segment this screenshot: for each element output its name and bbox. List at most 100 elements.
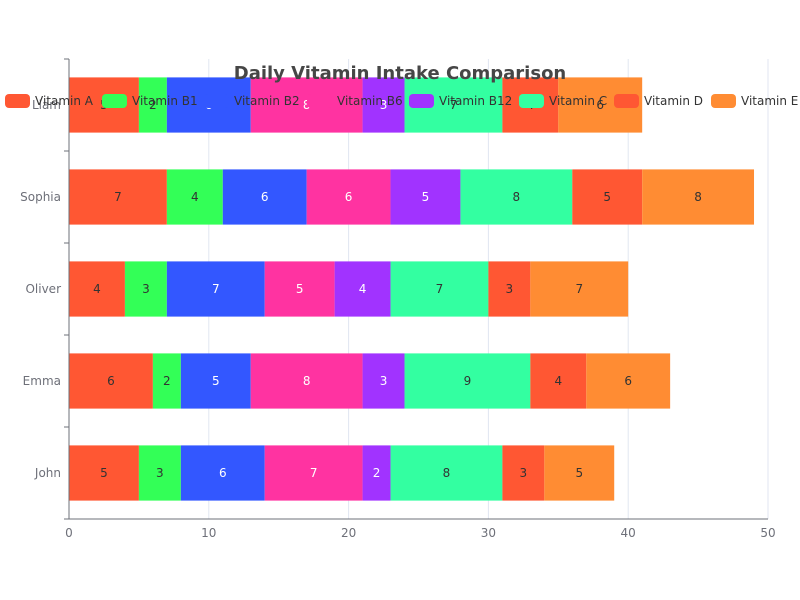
bar-value-label: 5 bbox=[422, 190, 430, 204]
bar-value-label: 7 bbox=[310, 466, 318, 480]
legend-label[interactable]: Vitamin B2 bbox=[234, 94, 300, 108]
bar-segment bbox=[404, 353, 531, 409]
bar-value-label: 4 bbox=[191, 190, 199, 204]
bar-segment bbox=[250, 353, 363, 409]
bar-value-label: 8 bbox=[694, 190, 702, 204]
bar-segment bbox=[390, 261, 489, 317]
x-tick-label: 20 bbox=[341, 526, 356, 540]
bar-value-label: 5 bbox=[603, 190, 611, 204]
x-tick-label: 0 bbox=[65, 526, 73, 540]
legend-label[interactable]: Vitamin D bbox=[644, 94, 703, 108]
bar-value-label: 4 bbox=[554, 374, 562, 388]
bar-value-label: 3 bbox=[506, 282, 514, 296]
legend-swatch[interactable] bbox=[307, 94, 332, 108]
bar-value-label: 4 bbox=[359, 282, 367, 296]
bar-value-label: 6 bbox=[219, 466, 227, 480]
bar-segment bbox=[166, 261, 265, 317]
bar-segment bbox=[572, 169, 643, 225]
bar-segment bbox=[69, 445, 139, 501]
y-category-label: Emma bbox=[23, 374, 61, 388]
y-category-label: Sophia bbox=[20, 190, 61, 204]
x-tick-label: 50 bbox=[760, 526, 775, 540]
bar-value-label: 3 bbox=[380, 98, 388, 112]
bar-segment bbox=[222, 169, 307, 225]
legend-label[interactable]: Vitamin B1 bbox=[132, 94, 198, 108]
x-tick-label: 10 bbox=[201, 526, 216, 540]
bar-segment bbox=[264, 445, 363, 501]
bar-value-label: 6 bbox=[261, 190, 269, 204]
bar-segment bbox=[488, 261, 531, 317]
bar-value-label: 6 bbox=[596, 98, 604, 112]
chart-title: Daily Vitamin Intake Comparison bbox=[234, 63, 567, 84]
bar-segment bbox=[460, 169, 573, 225]
bars: 5367283562583946437547377466585852683746 bbox=[69, 77, 755, 501]
bar-value-label: 6 bbox=[107, 374, 115, 388]
bar-segment bbox=[264, 261, 335, 317]
bar-value-label: 3 bbox=[156, 466, 164, 480]
bar-value-label: 8 bbox=[303, 98, 311, 112]
y-category-label: Oliver bbox=[25, 282, 61, 296]
bar-value-label: 2 bbox=[373, 466, 381, 480]
legend-swatch[interactable] bbox=[204, 94, 229, 108]
bar-segment bbox=[642, 169, 755, 225]
bar-value-label: 8 bbox=[513, 190, 521, 204]
legend-swatch[interactable] bbox=[5, 94, 30, 108]
legend-label[interactable]: Vitamin B12 bbox=[439, 94, 512, 108]
bar-segment bbox=[362, 353, 405, 409]
bar-value-label: 5 bbox=[296, 282, 304, 296]
y-category-label: John bbox=[34, 466, 61, 480]
bar-value-label: 8 bbox=[443, 466, 451, 480]
legend-swatch[interactable] bbox=[711, 94, 736, 108]
bar-segment bbox=[69, 261, 125, 317]
bar-value-label: 7 bbox=[114, 190, 122, 204]
bar-segment bbox=[334, 261, 391, 317]
bar-segment bbox=[502, 445, 545, 501]
bar-segment bbox=[530, 353, 587, 409]
bar-segment bbox=[544, 445, 615, 501]
bar-segment bbox=[586, 353, 671, 409]
bar-value-label: 3 bbox=[520, 466, 528, 480]
legend-swatch[interactable] bbox=[519, 94, 544, 108]
bar-segment bbox=[138, 77, 167, 133]
bar-segment bbox=[362, 445, 391, 501]
bar-value-label: 7 bbox=[575, 282, 583, 296]
axes: 0 10 20 30 40 50 John Emma Oliver Sophia Liam bbox=[20, 58, 776, 540]
legend-swatch[interactable] bbox=[409, 94, 434, 108]
bar-value-label: 7 bbox=[436, 282, 444, 296]
bar-value-label: 3 bbox=[142, 282, 150, 296]
bar-value-label: 7 bbox=[450, 98, 458, 112]
y-category-label: Liam bbox=[32, 98, 61, 112]
bar-segment bbox=[69, 169, 167, 225]
bar-segment bbox=[69, 353, 153, 409]
bar-value-label: 8 bbox=[303, 374, 311, 388]
legend-label[interactable]: Vitamin E bbox=[741, 94, 798, 108]
bar-value-label: 6 bbox=[624, 374, 632, 388]
bar-segment bbox=[390, 445, 503, 501]
legend-label[interactable]: Vitamin C bbox=[549, 94, 607, 108]
bar-segment bbox=[152, 353, 181, 409]
bar-value-label: 5 bbox=[100, 466, 108, 480]
bar-value-label: 4 bbox=[93, 282, 101, 296]
legend-label[interactable]: Vitamin A bbox=[35, 94, 94, 108]
legend-label[interactable]: Vitamin B6 bbox=[337, 94, 403, 108]
bar-segment bbox=[306, 169, 391, 225]
bar-value-label: 2 bbox=[149, 98, 157, 112]
bar-segment bbox=[180, 353, 251, 409]
bar-value-label: 5 bbox=[212, 374, 220, 388]
bar-segment bbox=[180, 445, 265, 501]
legend-swatch[interactable] bbox=[102, 94, 127, 108]
bar-segment bbox=[124, 261, 167, 317]
x-tick-label: 40 bbox=[621, 526, 636, 540]
x-tick-label: 30 bbox=[481, 526, 496, 540]
legend: Vitamin A Vitamin B1 Vitamin B2 Vitamin B6 V… bbox=[5, 94, 798, 108]
bar-value-label: 2 bbox=[163, 374, 171, 388]
bar-value-label: 7 bbox=[212, 282, 220, 296]
bar-segment bbox=[530, 261, 629, 317]
bar-value-label: 3 bbox=[380, 374, 388, 388]
bar-value-label: 6 bbox=[345, 190, 353, 204]
bar-value-label: 9 bbox=[464, 374, 472, 388]
bar-segment bbox=[390, 169, 461, 225]
legend-swatch[interactable] bbox=[614, 94, 639, 108]
bar-value-label: 5 bbox=[575, 466, 583, 480]
